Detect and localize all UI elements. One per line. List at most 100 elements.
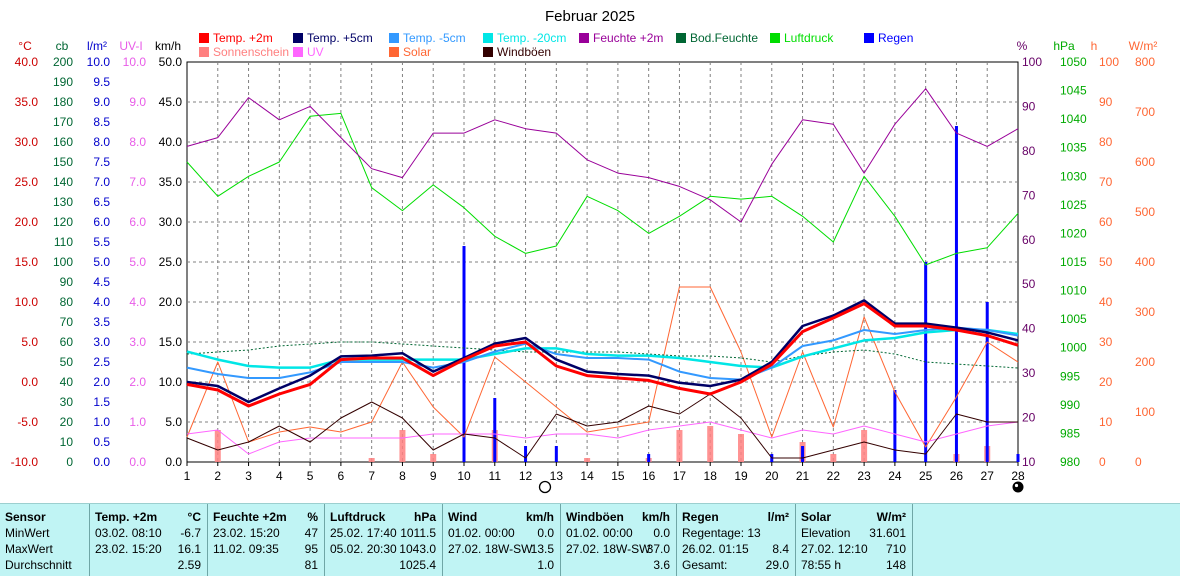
y-axis-2-tick-label: 6.5 <box>93 195 110 209</box>
y-axis-2-tick-label: 0.5 <box>93 435 110 449</box>
stats-row: MaxWert <box>0 541 89 557</box>
y-axis-0-tick-label: -5.0 <box>17 415 38 429</box>
stats-label: Feuchte +2m <box>213 510 287 524</box>
x-axis-tick-label: 16 <box>642 469 656 483</box>
y-axis-5-unit-label: % <box>1017 39 1028 53</box>
y-axis-6-tick-label: 980 <box>1060 455 1080 469</box>
stats-row: Elevation 31.601 <box>796 525 912 541</box>
stats-header: Temp. +2m °C <box>90 509 207 525</box>
stats-column: Wind km/h 01.02. 00:00 0.0 27.02. 18W-SW 13.5… <box>443 504 561 576</box>
legend-swatch <box>483 33 493 43</box>
y-axis-2-tick-label: 5.5 <box>93 235 110 249</box>
stats-label: 25.02. 17:40 <box>330 526 397 540</box>
legend-label: Solar <box>403 45 431 59</box>
legend-swatch <box>389 47 399 57</box>
y-axis-4-tick-label: 10.0 <box>159 375 183 389</box>
stats-row: 27.02. 18W-SW 37.0 <box>561 541 676 557</box>
stats-header: Luftdruck hPa <box>325 509 442 525</box>
stats-row: Regentage: 13 <box>677 525 795 541</box>
sunshine-bar <box>738 434 744 462</box>
stats-value: 0.0 <box>537 526 554 540</box>
stats-value: 13.5 <box>530 542 554 556</box>
x-axis-tick-label: 19 <box>734 469 748 483</box>
stats-row: 26.02. 01:15 8.4 <box>677 541 795 557</box>
x-axis-tick-label: 15 <box>611 469 625 483</box>
y-axis-3-tick-label: 10.0 <box>123 55 147 69</box>
stats-value: 3.6 <box>653 558 670 572</box>
y-axis-6-tick-label: 1045 <box>1060 84 1087 98</box>
y-axis-2-tick-label: 5.0 <box>93 255 110 269</box>
legend-label: Temp. +2m <box>213 31 273 45</box>
rain-bar <box>893 390 897 462</box>
stats-label: 23.02. 15:20 <box>213 526 280 540</box>
stats-row: 03.02. 08:10 -6.7 <box>90 525 207 541</box>
y-axis-4-tick-label: 20.0 <box>159 295 183 309</box>
y-axis-1-unit-label: cb <box>56 39 69 53</box>
y-axis-6-tick-label: 1030 <box>1060 169 1087 183</box>
y-axis-8-tick-label: 100 <box>1135 405 1155 419</box>
y-axis-1-tick-label: 180 <box>53 95 73 109</box>
legend-label: Temp. -5cm <box>403 31 466 45</box>
stats-value: km/h <box>641 510 670 524</box>
y-axis-6-tick-label: 1005 <box>1060 312 1087 326</box>
x-axis-tick-label: 7 <box>368 469 375 483</box>
x-axis-tick-label: 4 <box>276 469 283 483</box>
y-axis-8-tick-label: 300 <box>1135 305 1155 319</box>
legend-label: Regen <box>878 31 913 45</box>
y-axis-1-tick-label: 120 <box>53 215 73 229</box>
y-axis-4-tick-label: 50.0 <box>159 55 183 69</box>
y-axis-0-tick-label: -10.0 <box>11 455 39 469</box>
stats-value: 0.0 <box>653 526 670 540</box>
y-axis-2-tick-label: 3.5 <box>93 315 110 329</box>
grid <box>187 62 1018 462</box>
y-axis-3-tick-label: 8.0 <box>129 135 146 149</box>
stats-value: 47 <box>304 526 318 540</box>
stats-row: MinWert <box>0 525 89 541</box>
x-axis-tick-label: 14 <box>580 469 594 483</box>
y-axis-3-tick-label: 5.0 <box>129 255 146 269</box>
stats-label: 27.02. 12:10 <box>801 542 868 556</box>
y-axis-0-tick-label: 40.0 <box>15 55 39 69</box>
stats-row: 11.02. 09:35 95 <box>208 541 324 557</box>
y-axis-2-tick-label: 8.0 <box>93 135 110 149</box>
stats-row: 1025.4 <box>325 557 442 573</box>
y-axis-1-tick-label: 170 <box>53 115 73 129</box>
x-axis-tick-label: 21 <box>796 469 810 483</box>
y-axis-0-tick-label: 25.0 <box>15 175 39 189</box>
legend-swatch <box>199 33 209 43</box>
y-axis-8-tick-label: 700 <box>1135 105 1155 119</box>
y-axis-2-tick-label: 4.0 <box>93 295 110 309</box>
stats-value: l/m² <box>767 510 789 524</box>
x-axis-tick-label: 10 <box>457 469 471 483</box>
y-axis-7-tick-label: 40 <box>1099 295 1113 309</box>
rain-bar <box>462 246 466 462</box>
x-axis-tick-label: 22 <box>827 469 841 483</box>
x-axis-tick-label: 27 <box>981 469 995 483</box>
stats-value: hPa <box>413 510 436 524</box>
stats-label: 23.02. 15:20 <box>95 542 162 556</box>
legend-swatch <box>483 47 493 57</box>
stats-column: Feuchte +2m% 23.02. 15:20 47 11.02. 09:35 95… <box>208 504 325 576</box>
y-axis-3-unit-label: UV-I <box>119 39 142 53</box>
y-axis-2-tick-label: 7.5 <box>93 155 110 169</box>
y-axis-0-tick-label: 20.0 <box>15 215 39 229</box>
stats-row: 01.02. 00:00 0.0 <box>561 525 676 541</box>
y-axis-4-tick-label: 15.0 <box>159 335 183 349</box>
stats-column: Solar W/m² Elevation 31.601 27.02. 12:10 710 7… <box>796 504 913 576</box>
chart-title: Februar 2025 <box>545 8 635 25</box>
y-axis-7-tick-label: 70 <box>1099 175 1113 189</box>
stats-label: 27.02. 18W-SW <box>448 542 533 556</box>
stats-header: Sensor <box>0 509 89 525</box>
rain-bar <box>493 398 497 462</box>
y-axis-4-unit-label: km/h <box>155 39 181 53</box>
y-axis-5-tick-label: 80 <box>1022 144 1036 158</box>
x-axis-tick-label: 23 <box>857 469 871 483</box>
rain-bar <box>985 302 989 462</box>
stats-value: 31.601 <box>869 526 906 540</box>
x-axis-tick-label: 1 <box>184 469 191 483</box>
stats-row: 1.0 <box>443 557 560 573</box>
stats-value: 2.59 <box>177 558 201 572</box>
stats-value: 148 <box>885 558 906 572</box>
y-axis-1-tick-label: 20 <box>60 415 74 429</box>
y-axis-2-tick-label: 9.0 <box>93 95 110 109</box>
